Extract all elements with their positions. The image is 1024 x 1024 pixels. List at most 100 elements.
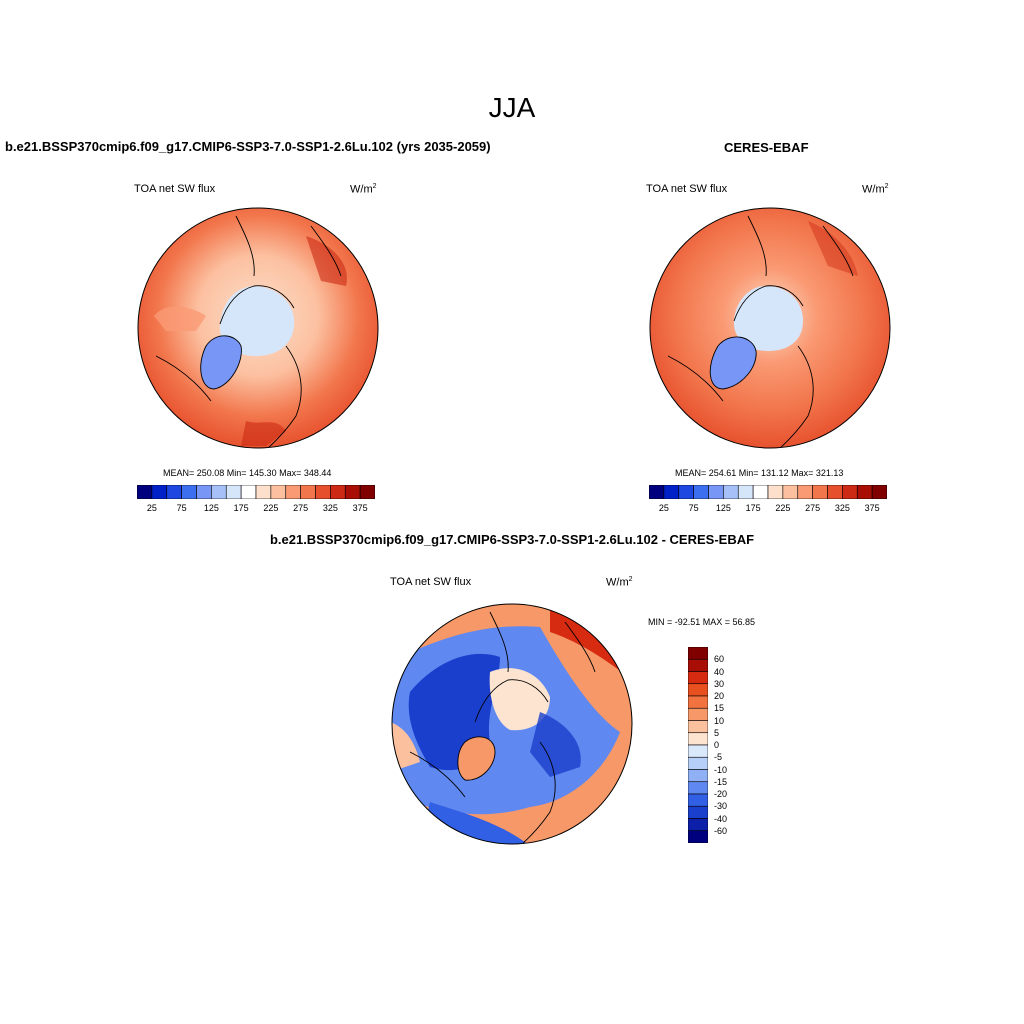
diff-colorbar-ticks: 60 40 30 20 15 10 5 0 -5 -10 -15 -20 -30 -40 -60 bbox=[714, 647, 754, 843]
obs-unit-label: W/m2 bbox=[862, 183, 889, 196]
colorbar-tick-label: 325 bbox=[322, 503, 338, 513]
model-sea-ice bbox=[219, 286, 295, 356]
colorbar-swatch bbox=[240, 485, 257, 499]
colorbar-tick-label: 5 bbox=[714, 727, 720, 738]
obs-panel-title: CERES-EBAF bbox=[724, 140, 809, 155]
colorbar-swatch bbox=[688, 732, 708, 746]
colorbar-swatch bbox=[359, 485, 375, 499]
colorbar-swatch bbox=[688, 647, 708, 660]
colorbar-tick-label: 10 bbox=[714, 715, 725, 726]
colorbar-swatch bbox=[688, 671, 708, 685]
colorbar-tick-label: 225 bbox=[263, 503, 279, 513]
colorbar-swatch bbox=[166, 485, 182, 499]
colorbar-tick-label: 125 bbox=[203, 503, 219, 513]
colorbar-swatch bbox=[270, 485, 287, 499]
colorbar-tick-label: 75 bbox=[688, 503, 699, 513]
model-variable-label: TOA net SW flux bbox=[134, 183, 216, 195]
colorbar-tick-label: 40 bbox=[714, 666, 725, 677]
colorbar-tick-label: 175 bbox=[745, 503, 761, 513]
colorbar-tick-label: 275 bbox=[293, 503, 309, 513]
colorbar-swatch bbox=[344, 485, 361, 499]
colorbar-swatch bbox=[827, 485, 843, 499]
colorbar-swatch bbox=[315, 485, 331, 499]
colorbar-swatch bbox=[688, 769, 708, 783]
colorbar-swatch bbox=[797, 485, 813, 499]
obs-greenland bbox=[710, 336, 757, 389]
colorbar-tick-label: 125 bbox=[715, 503, 731, 513]
colorbar-swatch bbox=[688, 695, 708, 709]
colorbar-swatch bbox=[688, 720, 708, 734]
diff-panel-title: b.e21.BSSP370cmip6.f09_g17.CMIP6-SSP3-7.… bbox=[269, 532, 755, 547]
colorbar-tick-label: 25 bbox=[146, 503, 157, 513]
colorbar-tick-label: 30 bbox=[714, 678, 725, 689]
colorbar-swatch bbox=[255, 485, 272, 499]
colorbar-swatch bbox=[842, 485, 858, 499]
colorbar-swatch bbox=[688, 781, 708, 795]
colorbar-swatch bbox=[767, 485, 784, 499]
model-panel-title: b.e21.BSSP370cmip6.f09_g17.CMIP6-SSP3-7.… bbox=[5, 139, 491, 154]
colorbar-tick-label: -40 bbox=[714, 813, 728, 824]
diff-unit-label: W/m2 bbox=[606, 576, 633, 589]
colorbar-swatch bbox=[752, 485, 769, 499]
colorbar-tick-label: -20 bbox=[714, 789, 728, 799]
colorbar-tick-label: -15 bbox=[714, 776, 728, 787]
colorbar-tick-label: 225 bbox=[775, 503, 791, 513]
diff-minmax: MIN = -92.51 MAX = 56.85 bbox=[648, 617, 756, 627]
colorbar-swatch bbox=[688, 744, 708, 758]
colorbar-swatch bbox=[708, 485, 724, 499]
colorbar-swatch bbox=[688, 683, 708, 697]
colorbar-swatch bbox=[181, 485, 197, 499]
colorbar-swatch bbox=[856, 485, 873, 499]
model-unit-label: W/m2 bbox=[350, 183, 377, 196]
colorbar-swatch bbox=[285, 485, 301, 499]
obs-sea-ice bbox=[733, 286, 803, 351]
model-colorbar-ticks: 25 75 125 175 225 275 325 375 bbox=[137, 503, 375, 515]
colorbar-tick-label: 15 bbox=[714, 703, 725, 714]
colorbar-tick-label: -10 bbox=[714, 764, 728, 775]
model-colorbar bbox=[137, 485, 375, 499]
diff-polar-map bbox=[391, 603, 633, 845]
colorbar-tick-label: -5 bbox=[714, 752, 723, 763]
colorbar-swatch bbox=[737, 485, 754, 499]
colorbar-swatch bbox=[693, 485, 709, 499]
colorbar-swatch bbox=[137, 485, 153, 499]
colorbar-swatch bbox=[663, 485, 680, 499]
colorbar-tick-label: 0 bbox=[714, 740, 720, 750]
colorbar-tick-label: 175 bbox=[233, 503, 249, 513]
colorbar-tick-label: 75 bbox=[176, 503, 187, 513]
colorbar-swatch bbox=[688, 756, 708, 770]
model-greenland bbox=[200, 335, 242, 389]
figure-title: JJA bbox=[488, 92, 536, 123]
colorbar-swatch bbox=[723, 485, 739, 499]
model-polar-map bbox=[137, 207, 379, 449]
obs-colorbar bbox=[649, 485, 887, 499]
colorbar-swatch bbox=[330, 485, 346, 499]
diff-variable-label: TOA net SW flux bbox=[390, 576, 472, 588]
colorbar-swatch bbox=[678, 485, 694, 499]
colorbar-swatch bbox=[300, 485, 316, 499]
obs-polar-map bbox=[649, 207, 891, 449]
colorbar-tick-label: 375 bbox=[864, 503, 880, 513]
colorbar-tick-label: 25 bbox=[658, 503, 669, 513]
colorbar-swatch bbox=[151, 485, 168, 499]
colorbar-swatch bbox=[196, 485, 212, 499]
colorbar-tick-label: 325 bbox=[834, 503, 850, 513]
colorbar-swatch bbox=[812, 485, 828, 499]
colorbar-swatch bbox=[871, 485, 887, 499]
colorbar-swatch bbox=[211, 485, 227, 499]
obs-variable-label: TOA net SW flux bbox=[646, 183, 728, 195]
model-stats: MEAN= 250.08 Min= 145.30 Max= 348.44 bbox=[163, 468, 332, 478]
colorbar-swatch bbox=[688, 793, 708, 807]
colorbar-swatch bbox=[688, 818, 708, 832]
colorbar-swatch bbox=[225, 485, 242, 499]
colorbar-swatch bbox=[688, 658, 708, 672]
colorbar-tick-label: -60 bbox=[714, 825, 728, 836]
colorbar-swatch bbox=[782, 485, 799, 499]
colorbar-tick-label: -30 bbox=[714, 801, 728, 812]
colorbar-tick-label: 275 bbox=[805, 503, 821, 513]
colorbar-tick-label: 375 bbox=[352, 503, 368, 513]
obs-colorbar-ticks: 25 75 125 175 225 275 325 375 bbox=[649, 503, 887, 515]
colorbar-tick-label: 60 bbox=[714, 654, 725, 665]
colorbar-swatch bbox=[688, 830, 708, 843]
colorbar-tick-label: 20 bbox=[714, 691, 725, 701]
